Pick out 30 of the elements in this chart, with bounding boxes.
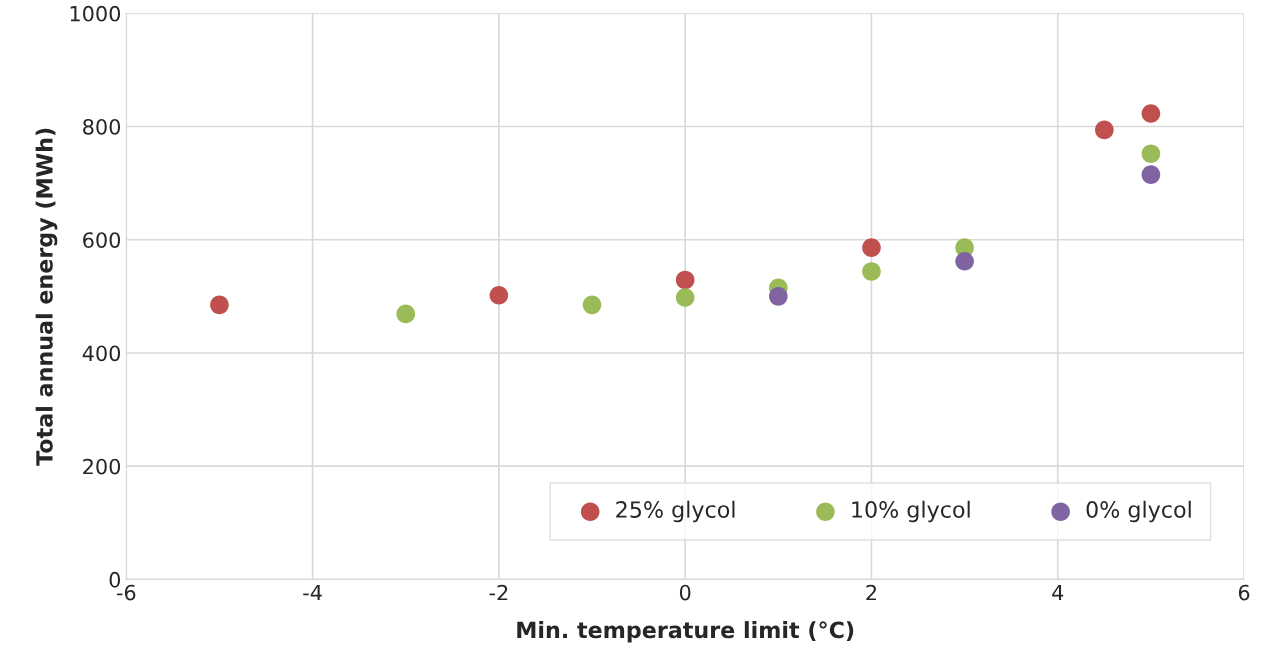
- x-tick-label: -4: [303, 584, 322, 601]
- x-tick-label: 2: [866, 584, 877, 601]
- legend-label: 10% glycol: [852, 500, 970, 523]
- point: [769, 287, 788, 306]
- y-tick-label: 400: [82, 345, 121, 362]
- point: [862, 262, 881, 281]
- point: [675, 288, 695, 307]
- point: [862, 238, 881, 257]
- point: [1141, 144, 1161, 164]
- y-tick-label: 1000: [70, 5, 121, 22]
- y-tick-label: 200: [83, 458, 121, 475]
- y-tick-label: 800: [83, 118, 121, 135]
- legend-label: 25% glycol: [616, 500, 735, 523]
- point: [582, 295, 602, 315]
- legend-label: 0% glycol: [1086, 500, 1191, 523]
- x-tick-label: 4: [1052, 584, 1064, 601]
- point: [210, 295, 229, 315]
- point: [1095, 120, 1114, 140]
- point: [955, 251, 974, 271]
- x-axis-title: Min. temperature limit (°C): [517, 621, 854, 643]
- point: [489, 285, 509, 305]
- point: [396, 304, 416, 324]
- x-tick-label: 6: [1238, 584, 1250, 601]
- y-tick-label: 600: [83, 232, 121, 248]
- x-tick-label: -2: [489, 584, 508, 601]
- point: [1141, 165, 1161, 184]
- x-tick-label: 0: [679, 584, 691, 601]
- y-axis-title: Total annual energy (MWh): [35, 128, 58, 466]
- point: [1141, 104, 1161, 123]
- point: [675, 270, 695, 290]
